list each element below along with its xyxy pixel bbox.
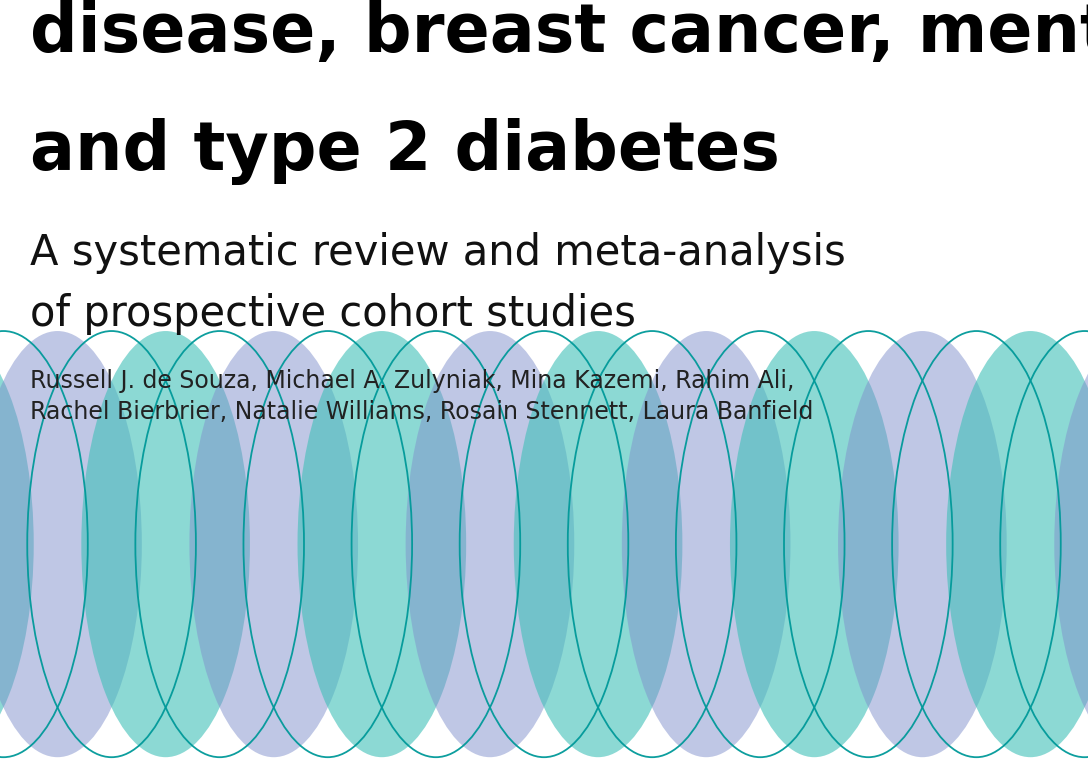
Text: disease, breast cancer, mental health,: disease, breast cancer, mental health, [30, 0, 1088, 66]
Ellipse shape [0, 331, 34, 757]
Ellipse shape [947, 331, 1088, 757]
Text: Rachel Bierbrier, Natalie Williams, Rosain Stennett, Laura Banfield: Rachel Bierbrier, Natalie Williams, Rosa… [30, 400, 814, 424]
Ellipse shape [838, 331, 1006, 757]
Text: Russell J. de Souza, Michael A. Zulyniak, Mina Kazemi, Rahim Ali,: Russell J. de Souza, Michael A. Zulyniak… [30, 369, 795, 393]
Ellipse shape [189, 331, 358, 757]
Ellipse shape [730, 331, 899, 757]
Ellipse shape [406, 331, 574, 757]
Ellipse shape [1054, 331, 1088, 757]
Ellipse shape [514, 331, 682, 757]
Text: of prospective cohort studies: of prospective cohort studies [30, 293, 636, 335]
Text: A systematic review and meta-analysis: A systematic review and meta-analysis [30, 232, 846, 274]
Text: and type 2 diabetes: and type 2 diabetes [30, 118, 780, 185]
Ellipse shape [0, 331, 141, 757]
Ellipse shape [82, 331, 250, 757]
Ellipse shape [622, 331, 791, 757]
Ellipse shape [297, 331, 466, 757]
